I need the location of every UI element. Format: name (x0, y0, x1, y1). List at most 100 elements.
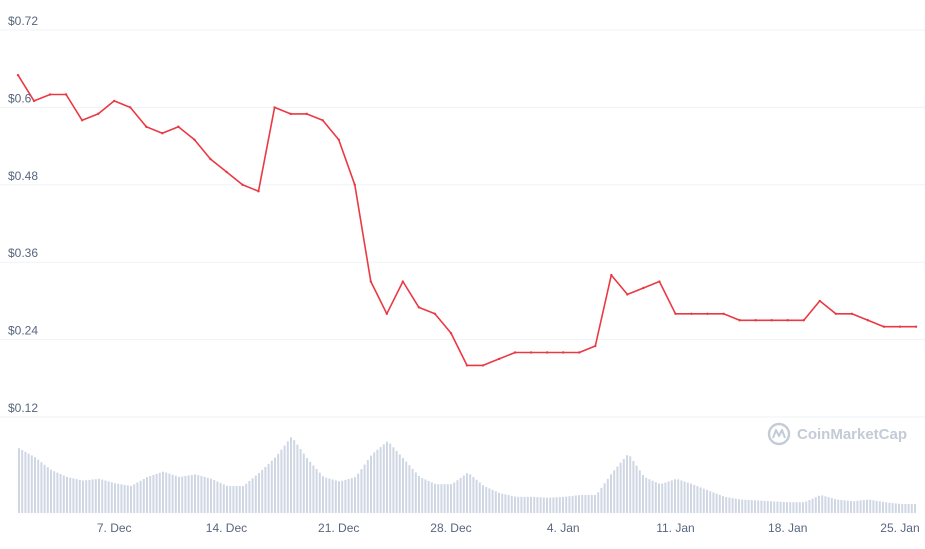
volume-bar (280, 449, 283, 513)
volume-bar (430, 482, 433, 513)
volume-bar (510, 495, 513, 513)
volume-bar (357, 473, 360, 513)
volume-bar (178, 476, 180, 513)
volume-bar (424, 479, 427, 513)
volume-bar (344, 479, 347, 513)
volume-bar (27, 453, 30, 513)
volume-bar (440, 484, 443, 513)
volume-bar (18, 448, 20, 513)
volume-bar (664, 482, 667, 513)
price-point (465, 364, 469, 367)
volume-bar (562, 496, 564, 513)
volume-bar (744, 499, 747, 513)
price-point (257, 190, 260, 193)
volume-bar (62, 475, 65, 513)
volume-bar (187, 475, 190, 513)
volume-bar (101, 479, 104, 513)
volume-bar (520, 496, 523, 513)
volume-bar (274, 457, 276, 513)
volume-bar (222, 484, 225, 513)
volume-bar (130, 485, 132, 513)
price-point (385, 312, 389, 315)
volume-bar (254, 475, 257, 513)
volume-bar (568, 496, 571, 513)
volume-bar (421, 478, 424, 513)
volume-bar (645, 477, 648, 513)
y-tick-label: $0.36 (8, 246, 38, 260)
x-tick-label: 7. Dec (97, 521, 132, 535)
volume-bar (840, 500, 843, 513)
price-point (417, 306, 421, 309)
price-point (433, 312, 437, 315)
volume-bar (725, 497, 728, 513)
volume-bar (629, 456, 632, 513)
volume-bar (862, 500, 865, 513)
volume-bar (856, 500, 859, 513)
price-point (562, 351, 565, 354)
volume-bar (597, 492, 600, 513)
volume-bar (594, 495, 596, 513)
volume-bar (722, 496, 724, 513)
price-point (497, 357, 501, 361)
volume-bar (760, 500, 763, 513)
volume-bar (232, 486, 235, 513)
volume-bar (350, 478, 353, 513)
volume-bar (139, 480, 142, 513)
volume-bar (642, 474, 644, 513)
volume-bar (811, 498, 814, 513)
price-point (96, 112, 100, 116)
volume-bar (405, 461, 408, 513)
volume-bar (197, 475, 200, 513)
volume-bar (72, 478, 75, 513)
volume-bar (456, 480, 459, 513)
price-point (241, 183, 244, 186)
price-point (882, 325, 886, 328)
price-point (32, 99, 36, 103)
volume-bar (549, 497, 552, 513)
volume-bar (491, 489, 494, 513)
volume-bar (443, 484, 446, 513)
price-point (658, 280, 661, 283)
volume-bar (37, 459, 40, 513)
x-tick-label: 28. Dec (430, 521, 471, 535)
volume-bar (126, 485, 129, 513)
volume-bar (56, 472, 59, 513)
volume-bar (789, 502, 792, 513)
volume-bar (418, 475, 420, 513)
price-point (610, 273, 613, 277)
volume-bar (680, 480, 683, 513)
volume-bar (283, 445, 286, 513)
volume-bar (251, 478, 254, 513)
volume-bar (120, 484, 123, 513)
volume-bar (200, 475, 203, 513)
volume-bar (542, 497, 545, 513)
volume-bar (818, 495, 820, 513)
volume-bar (402, 458, 404, 513)
volume-bar (363, 464, 366, 513)
volume-bar (901, 504, 904, 513)
volume-bar (875, 500, 878, 513)
price-point (177, 125, 180, 128)
price-point (818, 299, 821, 303)
volume-bar (600, 487, 603, 513)
volume-bar (779, 501, 782, 513)
volume-bar (731, 498, 734, 513)
volume-bar (302, 453, 305, 513)
price-point (914, 325, 918, 328)
volume-bar (482, 485, 484, 513)
coinmarketcap-logo-icon (767, 422, 791, 446)
volume-bar (210, 478, 212, 513)
volume-bar (437, 484, 440, 513)
volume-bar (802, 502, 804, 513)
volume-bar (312, 465, 315, 513)
volume-bar (712, 492, 715, 513)
volume-bar (690, 483, 692, 513)
volume-bar (382, 444, 385, 513)
price-point (193, 138, 196, 141)
volume-bar (104, 480, 107, 513)
volume-bar (286, 441, 289, 513)
volume-bar (133, 484, 136, 513)
volume-bar (168, 473, 171, 513)
volume-bar (907, 504, 910, 513)
x-tick-label: 25. Jan (880, 521, 919, 535)
